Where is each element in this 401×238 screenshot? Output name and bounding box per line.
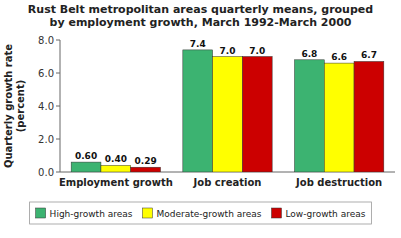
data-label: 0.40 (105, 154, 127, 164)
legend-swatch (36, 208, 46, 218)
data-label: 0.60 (75, 151, 97, 161)
x-tick-label: Employment growth (59, 177, 173, 188)
data-label: 0.29 (135, 156, 157, 166)
data-label: 6.8 (301, 49, 317, 59)
legend-label: High-growth areas (50, 209, 133, 219)
bar (324, 63, 354, 172)
y-tick-label: 8.0 (38, 35, 54, 46)
y-tick-label: 4.0 (38, 101, 54, 112)
y-tick (56, 73, 60, 74)
data-label: 7.0 (249, 46, 265, 56)
bar (295, 60, 325, 172)
data-label: 6.7 (361, 50, 377, 60)
bar (71, 162, 101, 172)
y-tick-label: 6.0 (38, 68, 54, 79)
data-labels: 0.60 0.40 0.29 7.4 7.0 7.0 6.8 6.6 6.7 (75, 39, 377, 166)
data-label: 7.4 (190, 39, 206, 49)
data-label: 7.0 (220, 46, 236, 56)
legend-box (30, 202, 372, 224)
y-tick-label: 0.0 (38, 167, 54, 178)
chart: Rust Belt metropolitan areas quarterly m… (0, 0, 401, 238)
legend: High-growth areas Moderate-growth areas Lo… (30, 202, 372, 224)
title: Rust Belt metropolitan areas quarterly m… (28, 3, 373, 29)
x-tick-label: Job creation (193, 177, 262, 188)
y-axis-label: Quarterly growth rate(percent) (3, 44, 26, 168)
legend-label: Moderate-growth areas (156, 209, 261, 219)
y-tick (56, 40, 60, 41)
y-tick (56, 172, 60, 173)
y-tick-label: 2.0 (38, 134, 54, 145)
bars (71, 50, 384, 172)
legend-swatch (271, 208, 281, 218)
y-tick (56, 139, 60, 140)
x-tick-label: Job destruction (295, 177, 382, 188)
data-label: 6.6 (331, 52, 347, 62)
legend-label: Low-growth areas (285, 209, 365, 219)
legend-swatch (142, 208, 152, 218)
bar (242, 57, 272, 173)
bar (131, 167, 161, 172)
y-tick (56, 106, 60, 107)
bar (354, 61, 384, 172)
bar (101, 165, 131, 172)
bar (183, 50, 213, 172)
bar (213, 57, 243, 173)
